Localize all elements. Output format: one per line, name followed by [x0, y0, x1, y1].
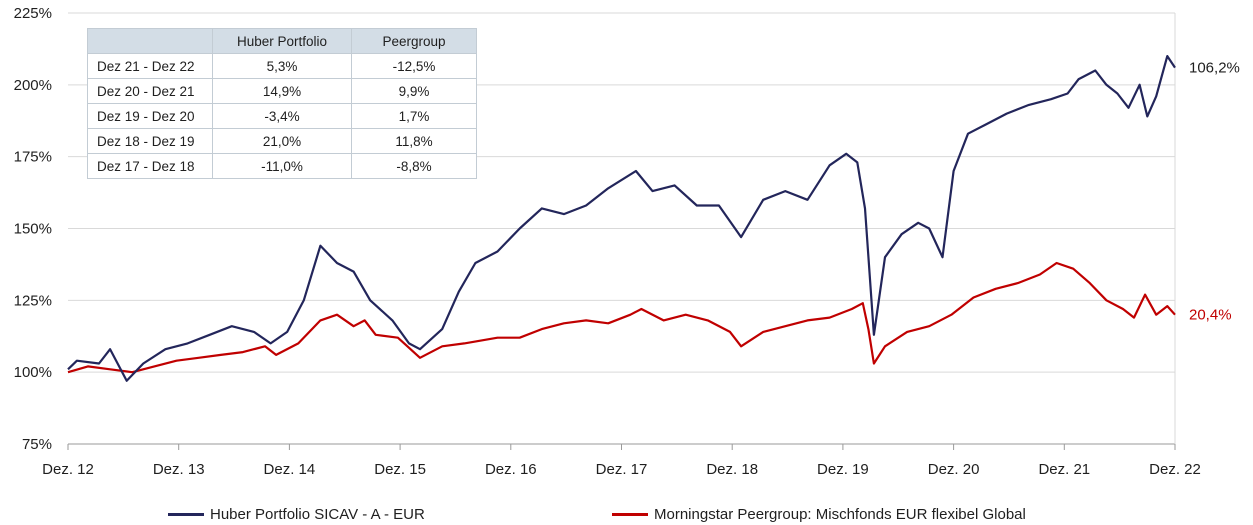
table-cell-period: Dez 20 - Dez 21 — [87, 78, 213, 104]
table-header-period — [87, 28, 213, 54]
table-row: Dez 17 - Dez 18 -11,0% -8,8% — [87, 153, 477, 179]
table-header-huber: Huber Portfolio — [212, 28, 352, 54]
table-cell-peergroup: -12,5% — [351, 53, 477, 79]
y-tick-label: 125% — [14, 292, 52, 309]
table-cell-peergroup: -8,8% — [351, 153, 477, 179]
table-cell-huber: -11,0% — [212, 153, 352, 179]
table-cell-period: Dez 21 - Dez 22 — [87, 53, 213, 79]
series-line-peergroup — [67, 261, 1176, 374]
table-cell-huber: -3,4% — [212, 103, 352, 129]
table-row: Dez 18 - Dez 19 21,0% 11,8% — [87, 128, 477, 154]
performance-table: Huber Portfolio Peergroup Dez 21 - Dez 2… — [87, 28, 477, 179]
end-labels: 20,4% 106,2% — [1189, 60, 1240, 324]
y-tick-label: 150% — [14, 221, 52, 238]
table-cell-period: Dez 19 - Dez 20 — [87, 103, 213, 129]
table-row: Dez 19 - Dez 20 -3,4% 1,7% — [87, 103, 477, 129]
x-axis-ticks: Dez. 12 Dez. 13 Dez. 14 Dez. 15 Dez. 16 Dez. … — [42, 444, 1201, 478]
legend-label-huber: Huber Portfolio SICAV - A - EUR — [210, 506, 425, 523]
legend-swatch-huber — [168, 513, 204, 516]
end-label-huber: 106,2% — [1189, 60, 1240, 77]
table-cell-period: Dez 18 - Dez 19 — [87, 128, 213, 154]
table-cell-peergroup: 9,9% — [351, 78, 477, 104]
table-cell-peergroup: 11,8% — [351, 128, 477, 154]
y-tick-label: 175% — [14, 149, 52, 166]
table-cell-peergroup: 1,7% — [351, 103, 477, 129]
table-cell-huber: 21,0% — [212, 128, 352, 154]
x-tick-label: Dez. 13 — [153, 461, 205, 478]
x-tick-label: Dez. 22 — [1149, 461, 1201, 478]
table-header-row: Huber Portfolio Peergroup — [87, 28, 477, 54]
x-tick-label: Dez. 21 — [1038, 461, 1090, 478]
x-tick-label: Dez. 15 — [374, 461, 426, 478]
legend-item-peergroup[interactable]: Morningstar Peergroup: Mischfonds EUR fl… — [612, 506, 1026, 523]
end-label-peergroup: 20,4% — [1189, 307, 1232, 324]
x-tick-label: Dez. 12 — [42, 461, 94, 478]
x-tick-label: Dez. 18 — [706, 461, 758, 478]
table-header-peergroup: Peergroup — [351, 28, 477, 54]
x-tick-label: Dez. 19 — [817, 461, 869, 478]
series-line-huber — [67, 55, 1176, 382]
x-tick-label: Dez. 20 — [928, 461, 980, 478]
table-cell-huber: 5,3% — [212, 53, 352, 79]
y-tick-label: 200% — [14, 77, 52, 94]
x-tick-label: Dez. 17 — [596, 461, 648, 478]
y-axis-ticks: 75% 100% 125% 150% 175% 200% 225% — [14, 5, 52, 453]
legend-swatch-peergroup — [612, 513, 648, 516]
y-tick-label: 225% — [14, 5, 52, 22]
table-cell-huber: 14,9% — [212, 78, 352, 104]
x-tick-label: Dez. 14 — [264, 461, 316, 478]
table-row: Dez 20 - Dez 21 14,9% 9,9% — [87, 78, 477, 104]
x-tick-label: Dez. 16 — [485, 461, 537, 478]
table-cell-period: Dez 17 - Dez 18 — [87, 153, 213, 179]
y-tick-label: 75% — [22, 436, 52, 453]
legend-item-huber[interactable]: Huber Portfolio SICAV - A - EUR — [168, 506, 425, 523]
series-lines — [67, 55, 1176, 382]
y-tick-label: 100% — [14, 364, 52, 381]
legend-label-peergroup: Morningstar Peergroup: Mischfonds EUR fl… — [654, 506, 1026, 523]
table-row: Dez 21 - Dez 22 5,3% -12,5% — [87, 53, 477, 79]
